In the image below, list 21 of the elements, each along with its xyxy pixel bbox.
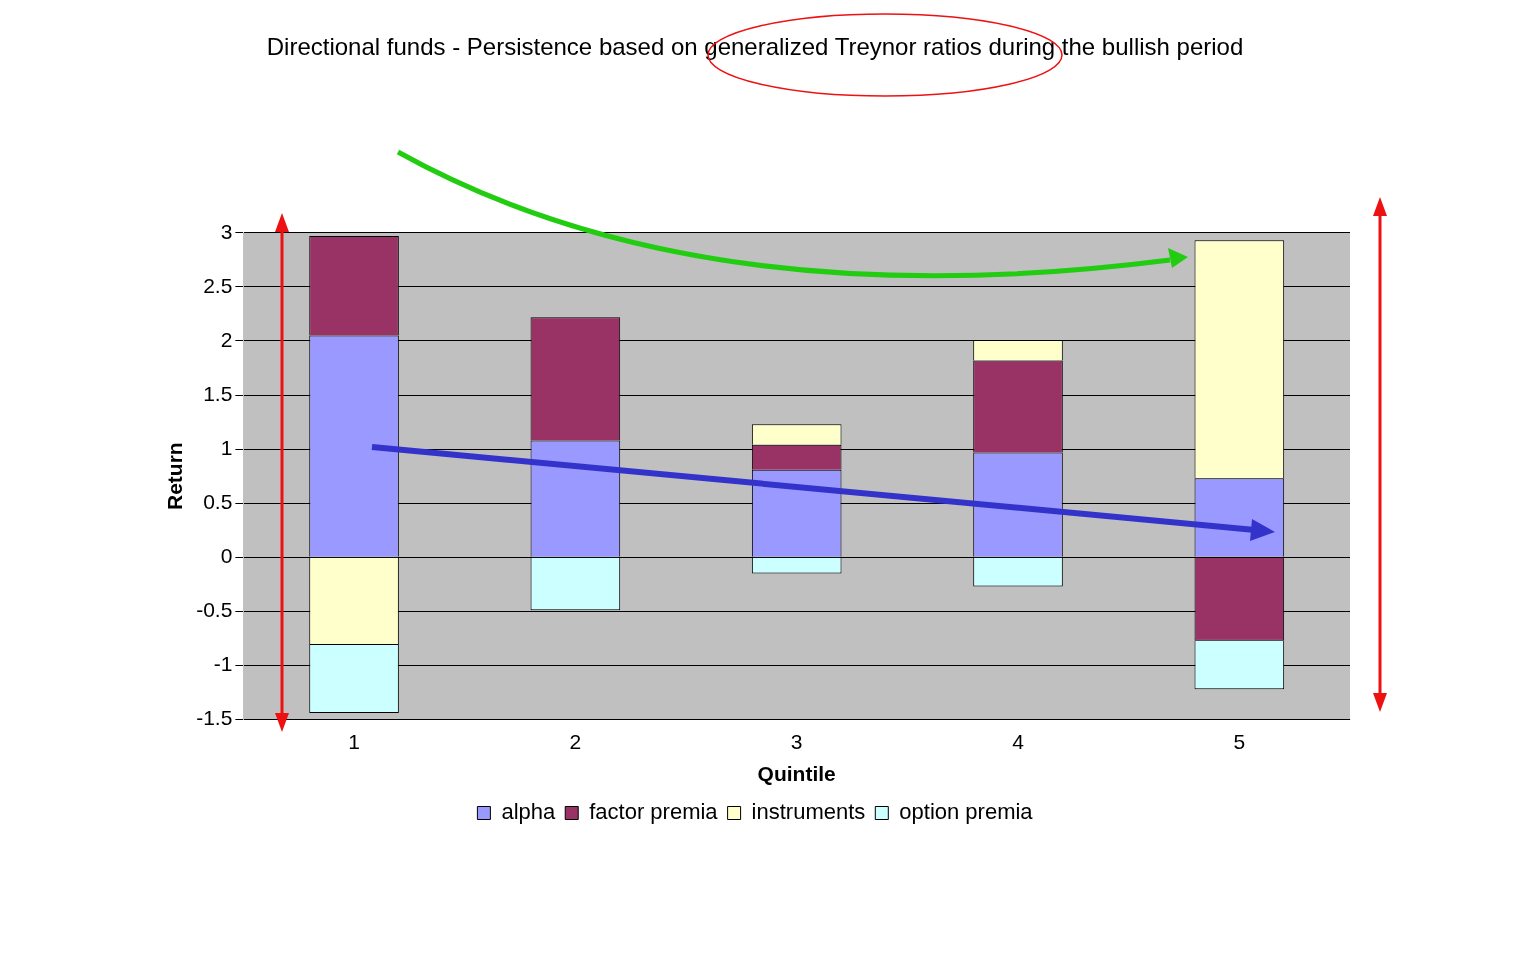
legend-label: option premia (899, 799, 1034, 825)
x-tick-label: 3 (790, 730, 803, 753)
y-tick-label: -1.5 (196, 706, 233, 730)
y-tick-label: 3 (220, 219, 233, 243)
legend-label: instruments (751, 799, 866, 825)
y-tick-label: -0.5 (196, 598, 233, 622)
y-tick-label: -1 (213, 652, 233, 676)
y-tick-label: 0.5 (203, 490, 233, 514)
y-tick-label: 2 (220, 327, 233, 351)
x-tick-label: 2 (569, 730, 582, 753)
legend-label: factor premia (589, 799, 719, 825)
x-axis-title: Quintile (757, 762, 836, 786)
y-tick-label: 2.5 (203, 273, 233, 297)
y-tick-label: 0 (220, 544, 233, 568)
legend-label: alpha (501, 799, 556, 825)
x-tick-label: 1 (348, 730, 360, 753)
y-tick-label: 1.5 (203, 381, 233, 405)
y-axis-title: Return (163, 442, 187, 511)
y-tick-label: 1 (220, 435, 233, 459)
x-tick-label: 4 (1012, 730, 1025, 753)
x-tick-label: 5 (1233, 730, 1246, 753)
